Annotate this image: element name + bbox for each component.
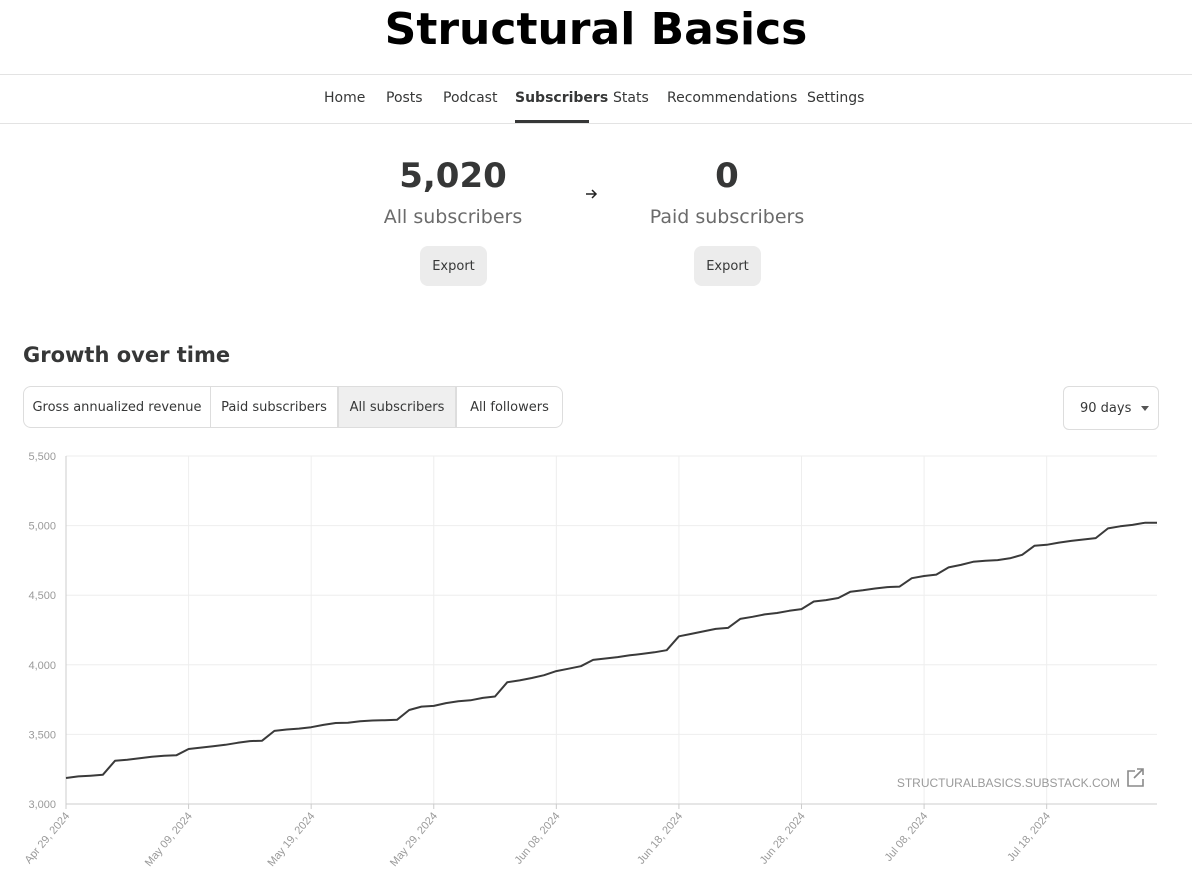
y-tick-label: 4,000 [28, 660, 56, 672]
nav-item[interactable]: Recommendations [667, 90, 798, 106]
nav-item[interactable]: Podcast [443, 90, 498, 106]
x-tick-label: May 29, 2024 [388, 810, 440, 869]
stat-label: Paid subscribers [649, 206, 805, 228]
nav-item[interactable]: Stats [613, 90, 649, 106]
site-title: Structural Basics [384, 4, 808, 55]
caret [1141, 405, 1150, 411]
x-tick-label: Jun 08, 2024 [513, 810, 563, 866]
chart: 3,000 3,500 4,000 4,500 5,000 5,500 Apr 29, 20… [23, 451, 1157, 869]
stat-value: 5,020 [399, 156, 507, 196]
y-tick-label: 3,000 [28, 799, 56, 811]
x-tick-label: Jul 08, 2024 [883, 810, 931, 864]
x-tick-label: Jun 18, 2024 [635, 810, 685, 866]
y-tick-label: 4,500 [28, 590, 56, 602]
range-dropdown[interactable]: 90 days [1063, 386, 1159, 430]
arrow-icon [586, 189, 598, 199]
x-tick-label: May 19, 2024 [265, 810, 317, 869]
series-line [65, 521, 1157, 779]
y-tick-label: 5,500 [28, 451, 56, 463]
x-tick-label: May 09, 2024 [143, 810, 195, 869]
divider [0, 74, 1192, 75]
divider [0, 123, 1192, 124]
x-tick-label: Jul 18, 2024 [1005, 810, 1053, 864]
tab[interactable]: All followers [456, 386, 563, 428]
y-tick-label: 5,000 [28, 521, 56, 533]
tab[interactable]: Gross annualized revenue [23, 386, 211, 428]
section-title: Growth over time [23, 343, 231, 367]
nav-item[interactable]: Settings [807, 90, 865, 106]
nav-item[interactable]: Posts [386, 90, 423, 106]
stat-value: 0 [715, 156, 739, 196]
range-label: 90 days [1080, 400, 1132, 416]
tab[interactable]: All subscribers [338, 386, 456, 428]
tab[interactable]: Paid subscribers [210, 386, 338, 428]
x-tick-label: Jun 28, 2024 [758, 810, 808, 866]
external-link-icon [1127, 768, 1144, 787]
y-tick-label: 3,500 [28, 729, 56, 741]
export-button[interactable]: Export [694, 246, 761, 286]
stat-label: All subscribers [383, 206, 523, 228]
nav-item[interactable]: Subscribers [515, 90, 609, 106]
source-watermark: STRUCTURALBASICS.SUBSTACK.COM [897, 776, 1120, 790]
export-button[interactable]: Export [420, 246, 487, 286]
x-tick-label: Apr 29, 2024 [23, 810, 73, 866]
nav-underline [515, 120, 589, 123]
nav-item[interactable]: Home [324, 90, 366, 106]
